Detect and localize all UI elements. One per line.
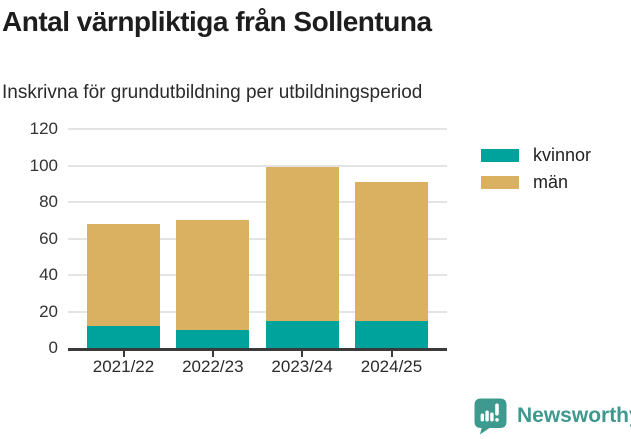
legend-label: kvinnor <box>533 145 592 165</box>
newsworthy-logo-icon <box>473 397 508 435</box>
bar-2024/25 <box>355 129 428 348</box>
bar-2023/24 <box>265 129 339 348</box>
x-axis-tick <box>390 351 393 357</box>
gridline <box>68 274 447 276</box>
bar-segment-kvinnor <box>87 326 160 348</box>
y-axis-tick-label: 80 <box>39 192 58 211</box>
bar-2022/23 <box>176 129 250 348</box>
brand-name: Newsworthy <box>517 404 631 427</box>
y-axis-tick-label: 40 <box>39 265 58 284</box>
bar-segment-kvinnor <box>265 320 339 348</box>
bar-segment-män <box>87 223 160 327</box>
legend-label: män <box>533 172 569 192</box>
legend-swatch-män <box>481 175 519 189</box>
bar-2021/22 <box>87 129 160 348</box>
gridline <box>68 237 447 240</box>
gridline <box>68 128 447 130</box>
plot-area: 2021/22 2022/23 2023/24 2024/25 <box>68 128 447 376</box>
legend-item-kvinnor: kvinnor <box>481 145 592 165</box>
y-axis-tick-label: 20 <box>39 301 58 321</box>
bar-segment-män <box>265 167 339 321</box>
x-axis-tick-label: 2021/22 <box>92 357 155 376</box>
bar-segment-kvinnor <box>176 329 250 348</box>
y-axis-tick-label: 100 <box>29 155 58 175</box>
y-axis-tick-label: 0 <box>48 338 58 357</box>
x-axis-tick-label: 2023/24 <box>271 357 333 376</box>
y-axis-tick-label: 120 <box>29 119 58 138</box>
legend-item-män: män <box>481 172 591 192</box>
y-axis-tick-label: 60 <box>39 228 58 248</box>
bar-segment-män <box>176 220 250 330</box>
bar-segment-kvinnor <box>355 320 428 348</box>
x-axis-tick <box>301 351 304 357</box>
bar-chart: 2021/22 2022/23 2023/24 2024/25 kvinnor män … <box>0 115 631 395</box>
gridline <box>68 310 447 313</box>
legend: kvinnor män <box>481 145 592 192</box>
gridline <box>68 164 447 167</box>
newsworthy-brand-link[interactable]: Newsworthy <box>473 397 631 435</box>
bar-segment-män <box>355 181 428 321</box>
chart-subtitle: Inskrivna för grundutbildning per utbild… <box>2 82 423 103</box>
x-axis-tick <box>122 351 125 357</box>
chart-title: Antal värnpliktiga från Sollentuna <box>2 6 432 37</box>
legend-swatch-kvinnor <box>481 148 519 162</box>
x-axis-tick-label: 2022/23 <box>182 357 244 376</box>
gridline <box>68 201 447 203</box>
x-axis-tick-label: 2024/25 <box>360 357 423 376</box>
x-axis-tick <box>211 351 214 357</box>
